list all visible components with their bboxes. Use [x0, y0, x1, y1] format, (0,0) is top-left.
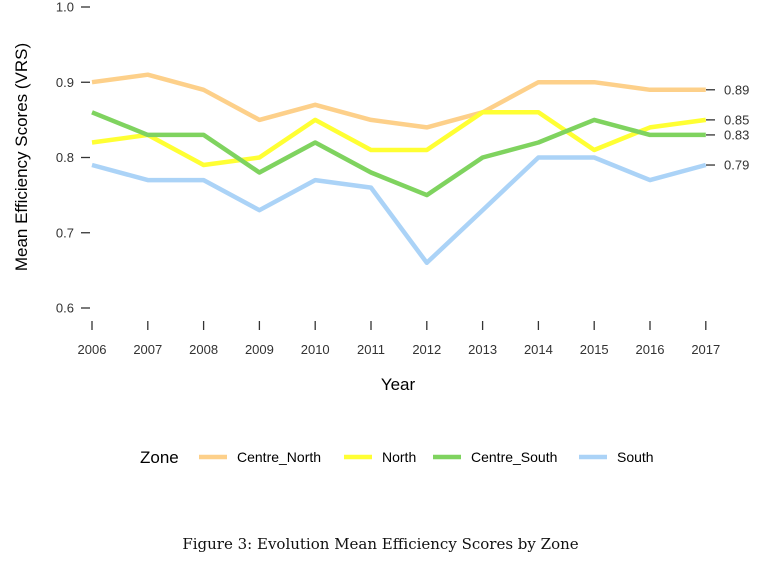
- legend: Zone Centre_North North Centre_South South: [140, 448, 654, 467]
- end-value-label: 0.89: [724, 82, 749, 97]
- y-axis: 0.6 0.7 0.8 0.9 1.0: [56, 0, 90, 316]
- x-axis-title: Year: [381, 375, 416, 394]
- x-tick-label: 2016: [636, 342, 665, 357]
- x-tick-label: 2013: [468, 342, 497, 357]
- legend-label: North: [382, 449, 416, 465]
- x-tick-label: 2006: [78, 342, 107, 357]
- y-tick-label: 0.9: [56, 75, 74, 90]
- series-line-north: [91, 110, 707, 168]
- x-tick-label: 2015: [580, 342, 609, 357]
- legend-title: Zone: [140, 448, 179, 467]
- x-tick-label: 2017: [691, 342, 720, 357]
- x-tick-label: 2011: [357, 342, 385, 357]
- series-line-centre-north: [91, 72, 706, 130]
- x-tick-label: 2012: [412, 342, 441, 357]
- y-tick-label: 0.6: [56, 301, 74, 316]
- x-tick-label: 2007: [133, 342, 162, 357]
- figure-caption: Figure 3: Evolution Mean Efficiency Scor…: [182, 535, 579, 553]
- x-axis: 2006 2007 2008 2009 2010 2011 2012 2013 2014 2015…: [78, 321, 720, 357]
- legend-label: South: [617, 449, 654, 465]
- end-labels: 0.89 0.850.83 0.79: [706, 82, 749, 173]
- end-value-label: 0.85: [724, 112, 749, 127]
- y-tick-label: 0.7: [56, 225, 74, 240]
- x-tick-label: 2010: [301, 342, 330, 357]
- series-lines: [91, 72, 707, 266]
- x-tick-label: 2014: [524, 342, 553, 357]
- legend-label: Centre_North: [237, 449, 321, 465]
- x-tick-label: 2009: [245, 342, 274, 357]
- y-tick-label: 0.8: [56, 150, 74, 165]
- end-value-label: 0.79: [724, 158, 749, 173]
- series-line-centre-south: [91, 110, 706, 198]
- y-tick-label: 1.0: [56, 0, 74, 15]
- y-axis-title: Mean Efficiency Scores (VRS): [12, 43, 31, 271]
- series-line-south: [91, 155, 707, 266]
- legend-label: Centre_South: [471, 449, 557, 465]
- end-value-label: 0.83: [724, 127, 749, 142]
- x-tick-label: 2008: [189, 342, 218, 357]
